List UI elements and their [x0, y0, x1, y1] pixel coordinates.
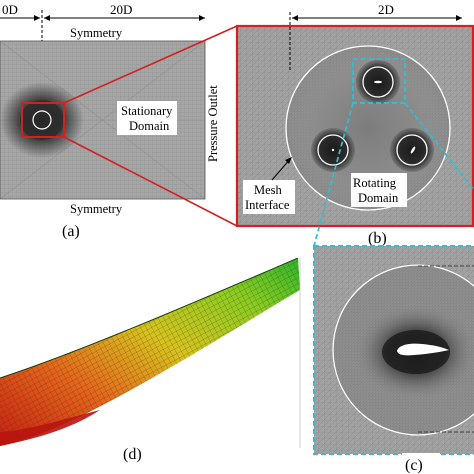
- detail-connector-left: [313, 102, 354, 247]
- dimension-zoom: [292, 15, 462, 21]
- panel-a-border: [0, 40, 206, 200]
- rotating-label-bg: [351, 173, 407, 207]
- detail-connector-right: [404, 102, 474, 191]
- panel-b-label: (b): [368, 230, 387, 247]
- blade-right: [410, 146, 416, 154]
- stationary-label-line1: Stationary: [121, 104, 173, 118]
- panel-c-interface-circle: [332, 264, 474, 436]
- panel-c-mesh: [314, 246, 474, 454]
- panel-a-interface-circle: [32, 110, 52, 130]
- panel-b-frame: [235, 24, 474, 228]
- panel-d-blade: [0, 258, 300, 446]
- stationary-label-line2: Domain: [129, 119, 170, 133]
- interface-pointer-arrow: [271, 157, 292, 181]
- interface-label-line2: Interface: [245, 198, 290, 212]
- stationary-label-bg: [117, 101, 177, 135]
- dimension-left: [0, 15, 40, 21]
- panel-a-label: (a): [62, 223, 80, 240]
- panel-c-label: (c): [405, 457, 423, 474]
- zoom-connector-top: [63, 25, 238, 104]
- blade-left: [331, 148, 335, 152]
- detail-box: [352, 58, 406, 104]
- zoom-connector-bottom: [63, 136, 238, 227]
- dimension-zoom-label: 2D: [378, 2, 394, 17]
- panel-c-frame: [313, 245, 474, 455]
- boundary-right-label: Pressure Outlet: [206, 85, 220, 162]
- boundary-bottom-label: Symmetry: [70, 202, 123, 216]
- airfoil-blade: [397, 343, 449, 356]
- dimension-right-label: 20D: [110, 2, 132, 17]
- panel-a-zoom-box: [21, 102, 65, 138]
- dimension-left-label: 0D: [2, 2, 18, 17]
- panel-c-label-bg: [402, 453, 440, 474]
- interface-label-bg: [243, 180, 295, 214]
- rotating-label-line1: Rotating: [353, 176, 397, 190]
- rotor-top-circle: [362, 66, 394, 98]
- rotor-right-circle: [396, 134, 428, 166]
- rotating-interface-circle: [285, 45, 451, 211]
- panel-d-label: (d): [123, 446, 142, 463]
- rotor-left-circle: [317, 134, 349, 166]
- blade-top: [374, 80, 382, 84]
- interface-label-line1: Mesh: [254, 183, 283, 197]
- boundary-top-label: Symmetry: [70, 26, 123, 40]
- dimension-right: [44, 15, 205, 21]
- rotating-label-line2: Domain: [358, 191, 399, 205]
